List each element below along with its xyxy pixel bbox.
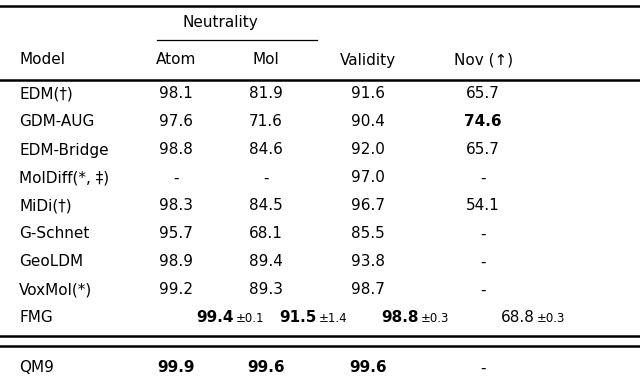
Text: GDM-AUG: GDM-AUG: [19, 114, 95, 129]
Text: 68.1: 68.1: [249, 226, 282, 241]
Text: 93.8: 93.8: [351, 254, 385, 270]
Text: ±0.3: ±0.3: [536, 311, 564, 325]
Text: EDM-Bridge: EDM-Bridge: [19, 142, 109, 157]
Text: 99.4: 99.4: [196, 310, 234, 325]
Text: 89.3: 89.3: [248, 283, 283, 298]
Text: 99.6: 99.6: [247, 360, 284, 375]
Text: QM9: QM9: [19, 360, 54, 375]
Text: 74.6: 74.6: [465, 114, 502, 129]
Text: 84.5: 84.5: [249, 199, 282, 214]
Text: VoxMol(*): VoxMol(*): [19, 283, 92, 298]
Text: G-Schnet: G-Schnet: [19, 226, 90, 241]
Text: ±0.3: ±0.3: [421, 311, 449, 325]
Text: 90.4: 90.4: [351, 114, 385, 129]
Text: 99.9: 99.9: [157, 360, 195, 375]
Text: -: -: [481, 171, 486, 186]
Text: -: -: [481, 360, 486, 375]
Text: 97.0: 97.0: [351, 171, 385, 186]
Text: Nov (↑): Nov (↑): [454, 52, 513, 67]
Text: Mol: Mol: [252, 52, 279, 67]
Text: -: -: [481, 254, 486, 270]
Text: 98.3: 98.3: [159, 199, 193, 214]
Text: MiDi(†): MiDi(†): [19, 199, 72, 214]
Text: 71.6: 71.6: [249, 114, 282, 129]
Text: 98.8: 98.8: [159, 142, 193, 157]
Text: 95.7: 95.7: [159, 226, 193, 241]
Text: 98.7: 98.7: [351, 283, 385, 298]
Text: 65.7: 65.7: [467, 87, 500, 102]
Text: Atom: Atom: [156, 52, 196, 67]
Text: 91.6: 91.6: [351, 87, 385, 102]
Text: 84.6: 84.6: [249, 142, 282, 157]
Text: 99.2: 99.2: [159, 283, 193, 298]
Text: Validity: Validity: [340, 52, 396, 67]
Text: -: -: [481, 283, 486, 298]
Text: -: -: [173, 171, 179, 186]
Text: 85.5: 85.5: [351, 226, 385, 241]
Text: 98.8: 98.8: [381, 310, 419, 325]
Text: FMG: FMG: [19, 310, 53, 325]
Text: 92.0: 92.0: [351, 142, 385, 157]
Text: 96.7: 96.7: [351, 199, 385, 214]
Text: Neutrality: Neutrality: [183, 15, 259, 30]
Text: EDM(†): EDM(†): [19, 87, 73, 102]
Text: 98.9: 98.9: [159, 254, 193, 270]
Text: 68.8: 68.8: [500, 310, 534, 325]
Text: -: -: [481, 226, 486, 241]
Text: 81.9: 81.9: [249, 87, 282, 102]
Text: 91.5: 91.5: [280, 310, 317, 325]
Text: ±0.1: ±0.1: [236, 311, 264, 325]
Text: 99.6: 99.6: [349, 360, 387, 375]
Text: GeoLDM: GeoLDM: [19, 254, 83, 270]
Text: 54.1: 54.1: [467, 199, 500, 214]
Text: ±1.4: ±1.4: [319, 311, 348, 325]
Text: 98.1: 98.1: [159, 87, 193, 102]
Text: MolDiff(*, ‡): MolDiff(*, ‡): [19, 171, 109, 186]
Text: 97.6: 97.6: [159, 114, 193, 129]
Text: Model: Model: [19, 52, 65, 67]
Text: 89.4: 89.4: [249, 254, 282, 270]
Text: -: -: [263, 171, 268, 186]
Text: 65.7: 65.7: [467, 142, 500, 157]
